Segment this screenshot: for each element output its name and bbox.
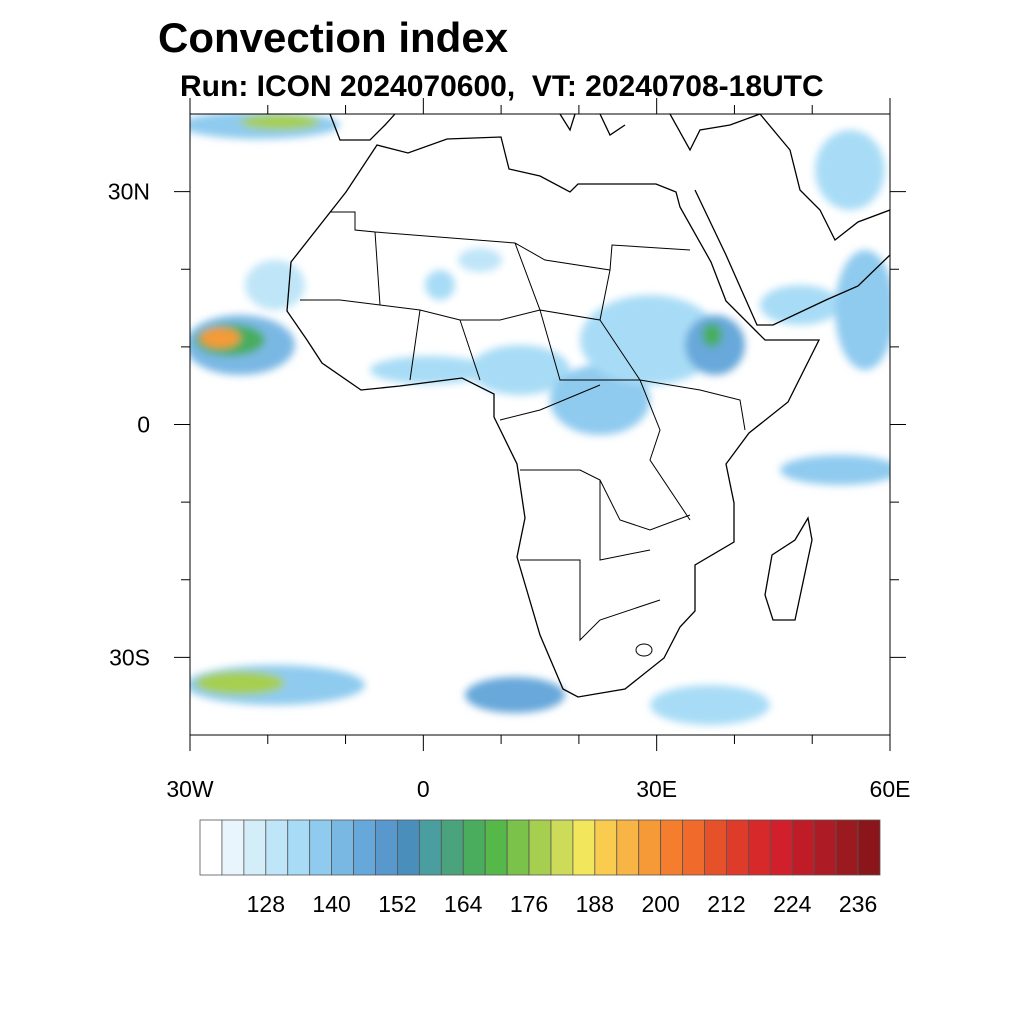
- colorbar-label: 200: [641, 891, 679, 917]
- colorbar-label: 188: [576, 891, 614, 917]
- colorbar-box: [287, 819, 311, 876]
- colorbar-box: [199, 819, 223, 876]
- colorbar-box: [528, 819, 552, 876]
- colorbar-label: 140: [312, 891, 350, 917]
- colorbar-box: [353, 819, 376, 876]
- lon-label: 60E: [870, 776, 911, 802]
- colorbar-box: [747, 819, 771, 876]
- lon-label: 30E: [636, 776, 677, 802]
- lat-label: 0: [137, 412, 150, 438]
- colorbar-box: [243, 819, 267, 876]
- colorbar-box: [660, 819, 683, 876]
- colorbar-box: [265, 819, 289, 876]
- colorbar-box: [813, 819, 837, 876]
- colorbar-box: [594, 819, 618, 876]
- europe-coastline: [329, 114, 761, 152]
- colorbar-box: [572, 819, 596, 876]
- colorbar-box: [616, 819, 640, 876]
- colorbar-label: 128: [247, 891, 285, 917]
- plot-subtitle: Run: ICON 2024070600, VT: 20240708-18UTC: [180, 70, 824, 103]
- lon-label: 30W: [166, 776, 214, 802]
- coastlines: [286, 114, 890, 698]
- arabia-coastline: [694, 114, 890, 326]
- colorbar-box: [682, 819, 705, 876]
- colorbar-label: 212: [707, 891, 745, 917]
- colorbar-box: [704, 819, 727, 876]
- colorbar-box: [462, 819, 486, 876]
- colorbar-box: [769, 819, 793, 876]
- colorbar-box: [857, 819, 881, 876]
- colorbar-box: [397, 819, 420, 876]
- axis-labels: 30W 0 30E 60E 30N 0 30S: [108, 179, 911, 802]
- colorbar-box: [375, 819, 398, 876]
- colorbar-box: [506, 819, 530, 876]
- axis-ticks: [174, 98, 906, 751]
- colorbar-box: [638, 819, 662, 876]
- country-borders: [300, 211, 746, 657]
- convection-field: [190, 114, 890, 725]
- colorbar-box: [484, 819, 508, 876]
- colorbar-box: [440, 819, 464, 876]
- colorbar-box: [835, 819, 859, 876]
- colorbar-box: [550, 819, 574, 876]
- colorbar-box: [791, 819, 815, 876]
- lon-label: 0: [417, 776, 430, 802]
- lat-label: 30S: [109, 644, 150, 670]
- plot-title: Convection index: [158, 14, 509, 61]
- lat-label: 30N: [108, 179, 150, 205]
- colorbar: 128 140 152 164 176 188 200 212 224 236: [199, 819, 881, 917]
- colorbar-box: [331, 819, 354, 876]
- map-frame: [189, 113, 891, 736]
- colorbar-label: 152: [378, 891, 416, 917]
- colorbar-box: [418, 819, 442, 876]
- colorbar-label: 176: [510, 891, 548, 917]
- madagascar-coastline: [764, 516, 813, 621]
- africa-coastline: [286, 136, 821, 698]
- colorbar-label: 224: [773, 891, 812, 917]
- colorbar-box: [221, 819, 245, 876]
- colorbar-label: 164: [444, 891, 483, 917]
- map-area: [190, 114, 890, 725]
- colorbar-label: 236: [839, 891, 877, 917]
- colorbar-box: [726, 819, 749, 876]
- colorbar-box: [309, 819, 333, 876]
